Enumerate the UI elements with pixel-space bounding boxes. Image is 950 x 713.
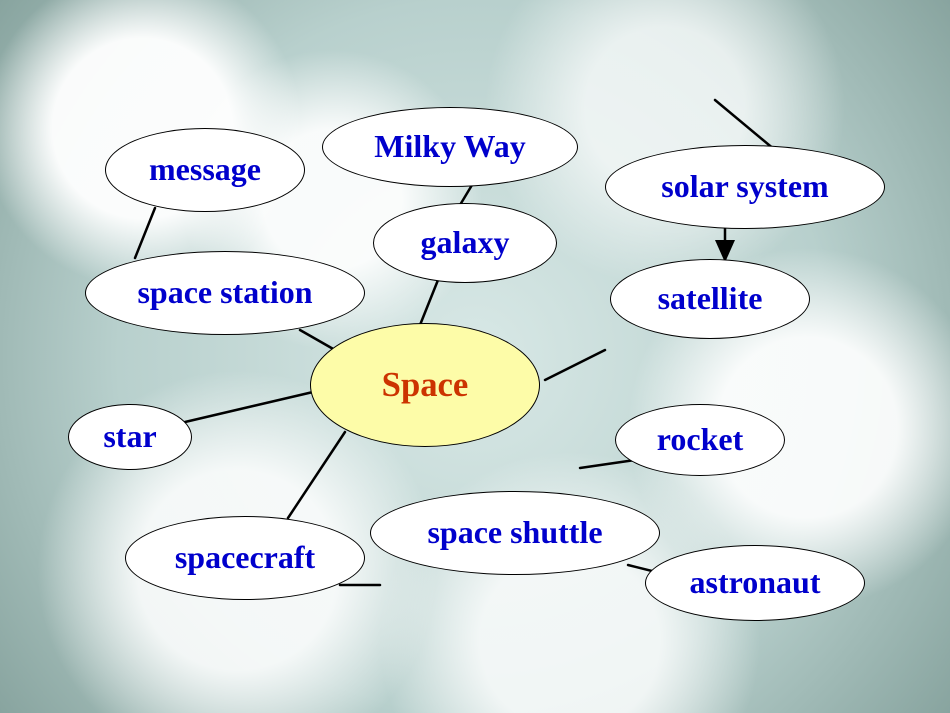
node-label-astronaut: astronaut xyxy=(690,565,821,600)
node-solar-system: solar system xyxy=(605,145,885,229)
node-label-milky-way: Milky Way xyxy=(374,129,525,164)
node-label-spacecraft: spacecraft xyxy=(175,540,315,575)
edge-4 xyxy=(185,392,313,422)
node-message: message xyxy=(105,128,305,212)
node-astronaut: astronaut xyxy=(645,545,865,621)
node-milky-way: Milky Way xyxy=(322,107,578,187)
edge-10 xyxy=(715,100,775,150)
edge-5 xyxy=(288,432,345,518)
edge-7 xyxy=(545,350,605,380)
node-space-station: space station xyxy=(85,251,365,335)
node-label-star: star xyxy=(103,419,156,454)
edge-2 xyxy=(420,280,438,325)
mindmap-canvas: Space Milky Way message solar system galaxy s… xyxy=(0,0,950,713)
node-label-space-shuttle: space shuttle xyxy=(427,515,602,550)
edge-3 xyxy=(300,330,335,350)
node-label-space-station: space station xyxy=(137,275,312,310)
node-label-satellite: satellite xyxy=(658,281,763,316)
node-space: Space xyxy=(310,323,540,447)
node-label-space: Space xyxy=(382,366,469,404)
node-satellite: satellite xyxy=(610,259,810,339)
edge-8 xyxy=(580,460,635,468)
node-space-shuttle: space shuttle xyxy=(370,491,660,575)
node-label-message: message xyxy=(149,152,261,187)
edge-1 xyxy=(135,208,155,258)
node-star: star xyxy=(68,404,192,470)
node-spacecraft: spacecraft xyxy=(125,516,365,600)
node-label-galaxy: galaxy xyxy=(421,225,510,260)
node-galaxy: galaxy xyxy=(373,203,557,283)
node-label-solar-system: solar system xyxy=(661,169,828,204)
node-label-rocket: rocket xyxy=(657,422,743,457)
node-rocket: rocket xyxy=(615,404,785,476)
